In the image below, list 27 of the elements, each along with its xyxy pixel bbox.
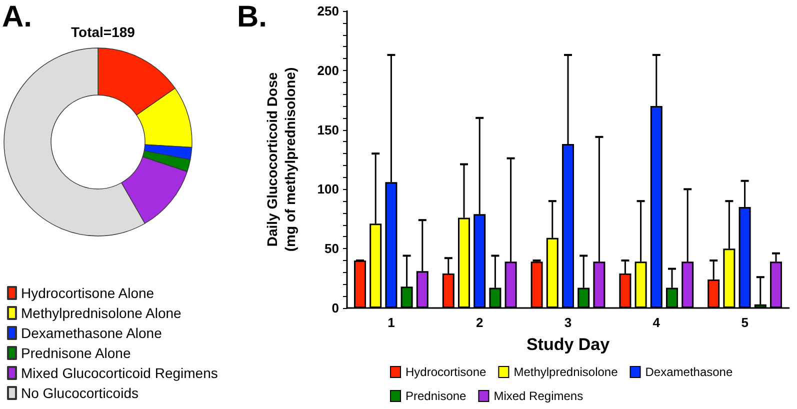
legend-label: Methylprednisolone Alone: [21, 305, 182, 321]
legend-label: Dexamethasone: [645, 365, 733, 379]
legend-label: No Glucocorticoids: [21, 385, 138, 401]
legend-label: Prednisone: [406, 389, 467, 403]
y-axis-title: Daily Glucocorticoid Dose (mg of methylprednisolone): [264, 67, 298, 252]
legend-label: Methylprednisolone: [514, 365, 618, 379]
y-tick-label: 100: [317, 182, 339, 197]
x-tick-label: 4: [652, 315, 661, 330]
text: A.: [2, 0, 32, 34]
y-tick-label: 0: [332, 300, 339, 316]
legend-label: Mixed Glucocorticoid Regimens: [21, 365, 218, 381]
x-tick-label: 5: [741, 315, 748, 330]
x-tick-label: 3: [564, 315, 572, 330]
x-tick-label: 2: [476, 315, 484, 330]
y-tick-label: 200: [317, 62, 339, 78]
x-axis-title: Study Day: [526, 335, 610, 354]
legend-label: Hydrocortisone: [406, 365, 487, 379]
legend-label: Dexamethasone Alone: [21, 325, 162, 341]
y-tick-label: 50: [324, 241, 339, 256]
legend-label: Mixed Regimens: [494, 389, 584, 403]
legend-label: Prednisone Alone: [21, 345, 131, 361]
y-tick-label: 150: [317, 122, 339, 138]
text: B.: [237, 0, 267, 34]
y-tick-label: 250: [317, 4, 339, 18]
x-tick-label: 1: [388, 315, 395, 330]
legend-label: Hydrocortisone Alone: [21, 285, 154, 301]
chart-title: Total=189: [71, 24, 136, 40]
